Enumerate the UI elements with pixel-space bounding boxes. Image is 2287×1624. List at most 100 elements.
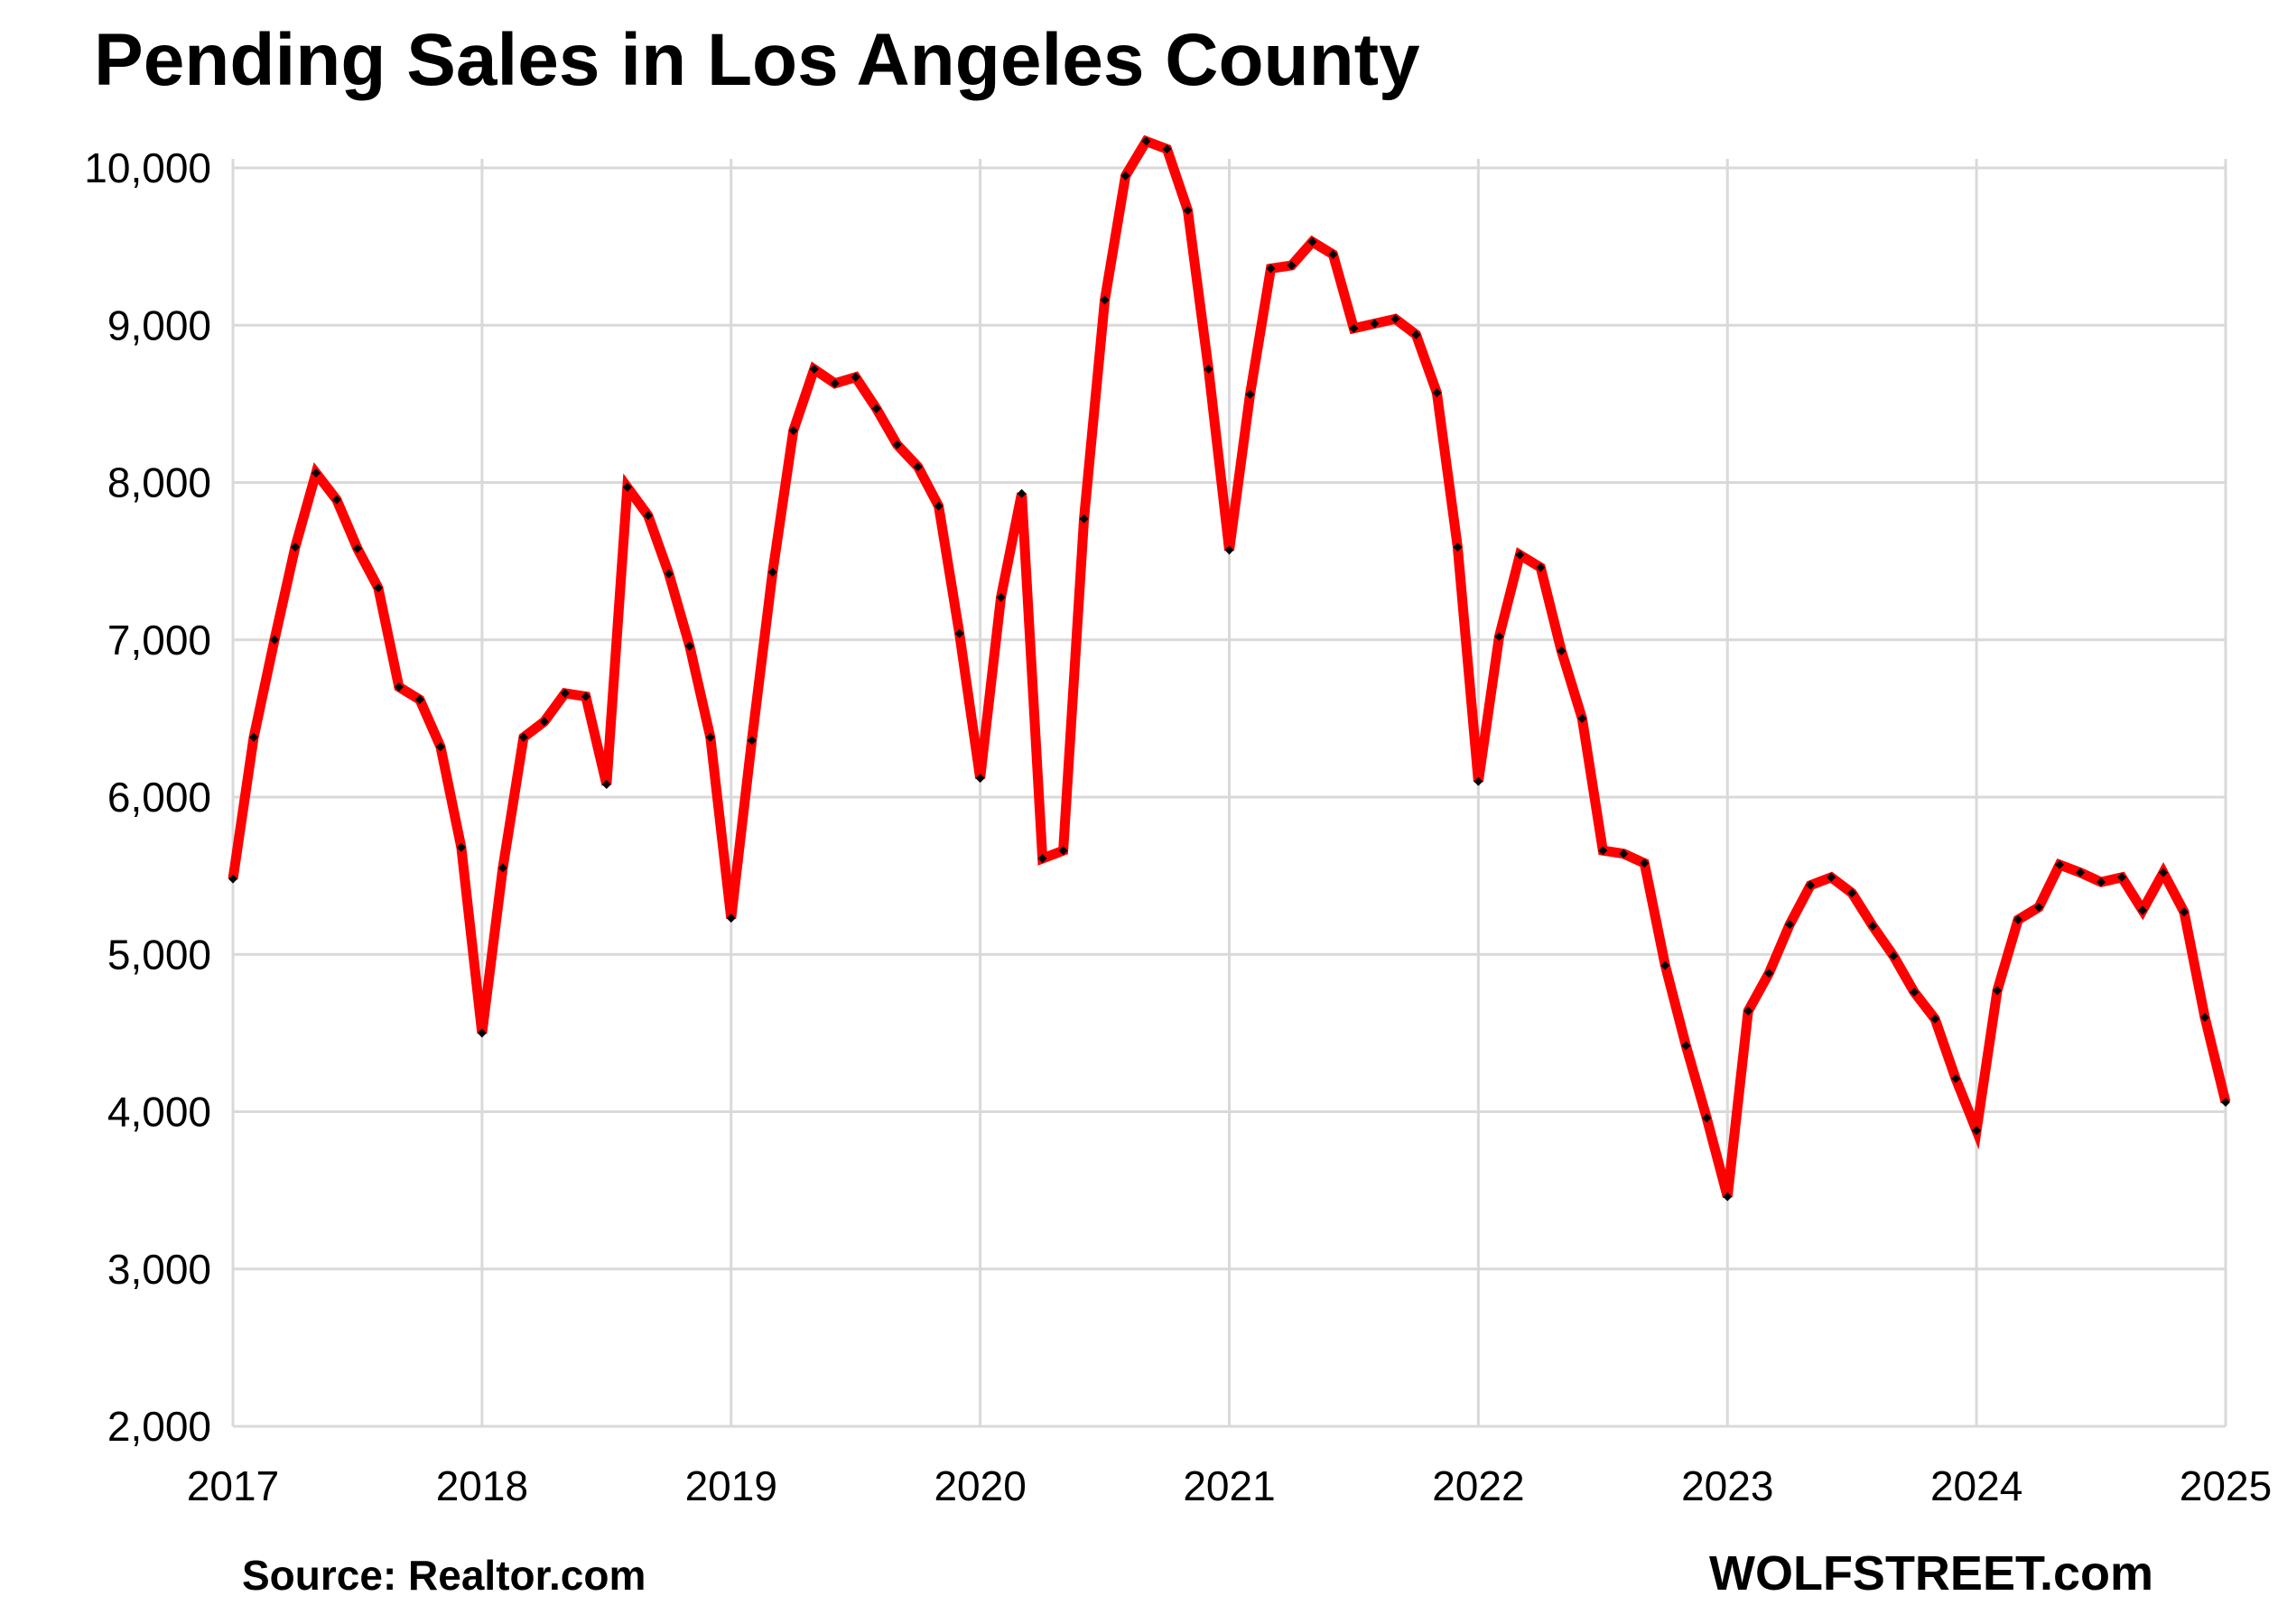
data-point — [643, 511, 653, 521]
data-point — [1847, 888, 1857, 898]
data-point — [892, 440, 902, 450]
data-point — [1100, 295, 1110, 305]
data-point — [1453, 542, 1463, 552]
data-point — [1474, 776, 1483, 786]
source-note: Source: Realtor.com — [242, 1552, 646, 1599]
data-point — [1681, 1041, 1691, 1051]
data-point — [1785, 920, 1795, 930]
data-point — [1515, 550, 1525, 560]
x-tick-label: 2019 — [685, 1462, 777, 1509]
data-point — [1224, 545, 1234, 555]
data-point — [830, 378, 840, 388]
data-point — [352, 543, 362, 553]
data-point — [456, 842, 466, 852]
data-point — [331, 495, 341, 505]
data-point — [248, 732, 258, 742]
data-point — [2159, 868, 2169, 877]
data-point — [1660, 960, 1670, 970]
data-point — [394, 682, 404, 692]
data-point — [1432, 388, 1442, 398]
data-point — [2034, 902, 2044, 912]
data-point — [1619, 849, 1629, 858]
x-tick-label: 2020 — [934, 1462, 1026, 1509]
x-tick-label: 2022 — [1432, 1462, 1524, 1509]
data-point — [1328, 249, 1338, 259]
data-point — [518, 732, 528, 742]
x-tick-label: 2024 — [1930, 1462, 2022, 1509]
data-point — [871, 404, 881, 413]
data-point — [1702, 1113, 1712, 1123]
data-point — [622, 482, 632, 492]
data-point — [601, 780, 611, 790]
data-point — [1577, 713, 1587, 723]
x-axis-tick-labels: 2017 2018 2019 2020 2021 2022 2023 2024 2025 — [187, 1462, 2272, 1509]
data-point — [1598, 846, 1608, 856]
data-point — [1141, 136, 1151, 146]
data-point — [809, 365, 819, 375]
data-point — [1889, 951, 1899, 960]
data-point — [1827, 872, 1836, 882]
data-point — [414, 694, 424, 704]
data-point — [913, 462, 923, 472]
data-point — [1204, 365, 1213, 375]
data-point — [767, 567, 777, 577]
data-point — [1806, 880, 1816, 890]
data-point — [1287, 261, 1297, 271]
y-tick-label: 2,000 — [107, 1403, 211, 1450]
data-point — [851, 372, 860, 382]
y-tick-label: 4,000 — [107, 1089, 211, 1136]
data-point — [1183, 206, 1193, 216]
data-point — [747, 736, 757, 746]
data-point — [1370, 319, 1380, 329]
data-point — [1723, 1192, 1733, 1202]
y-axis-tick-labels: 2,000 3,000 4,000 5,000 6,000 7,000 8,000 9,000… — [84, 144, 211, 1450]
data-point — [934, 501, 944, 511]
data-point — [1910, 988, 1920, 998]
data-point — [996, 592, 1006, 602]
data-point — [2138, 905, 2148, 915]
data-point — [269, 635, 279, 645]
data-point — [228, 874, 237, 884]
data-point — [1411, 329, 1421, 339]
y-tick-label: 6,000 — [107, 774, 211, 821]
axes — [231, 159, 2226, 1428]
data-point — [1120, 171, 1130, 181]
data-point — [477, 1028, 487, 1038]
y-tick-label: 5,000 — [107, 931, 211, 978]
y-tick-label: 7,000 — [107, 617, 211, 664]
data-point — [788, 425, 798, 435]
data-point — [954, 628, 964, 638]
data-point — [497, 863, 507, 873]
data-point — [1162, 144, 1172, 154]
data-point — [290, 542, 300, 552]
data-point — [1930, 1014, 1940, 1024]
data-point — [705, 732, 715, 742]
data-point — [435, 742, 445, 752]
data-point — [1017, 488, 1027, 498]
chart-title: Pending Sales in Los Angeles County — [94, 19, 1420, 101]
gridlines — [233, 159, 2227, 1426]
data-point — [1557, 645, 1567, 655]
data-point — [726, 914, 736, 923]
data-point — [1640, 858, 1650, 868]
data-point — [1536, 562, 1546, 572]
data-point — [373, 583, 383, 593]
x-tick-label: 2023 — [1681, 1462, 1773, 1509]
x-tick-label: 2017 — [187, 1462, 279, 1509]
data-point — [975, 774, 985, 784]
brand-watermark: WOLFSTREET.com — [1708, 1546, 2153, 1601]
data-point — [1245, 389, 1255, 399]
data-point — [1993, 986, 2003, 996]
y-tick-label: 10,000 — [84, 144, 211, 191]
y-tick-label: 3,000 — [107, 1246, 211, 1293]
data-point — [684, 641, 694, 651]
data-point — [1972, 1126, 1982, 1136]
data-point — [1868, 921, 1878, 931]
data-point — [1079, 514, 1089, 524]
data-point — [539, 717, 549, 727]
data-point — [1058, 846, 1068, 856]
data-point — [1951, 1073, 1961, 1083]
data-point — [2013, 914, 2023, 924]
data-point — [2221, 1098, 2230, 1108]
